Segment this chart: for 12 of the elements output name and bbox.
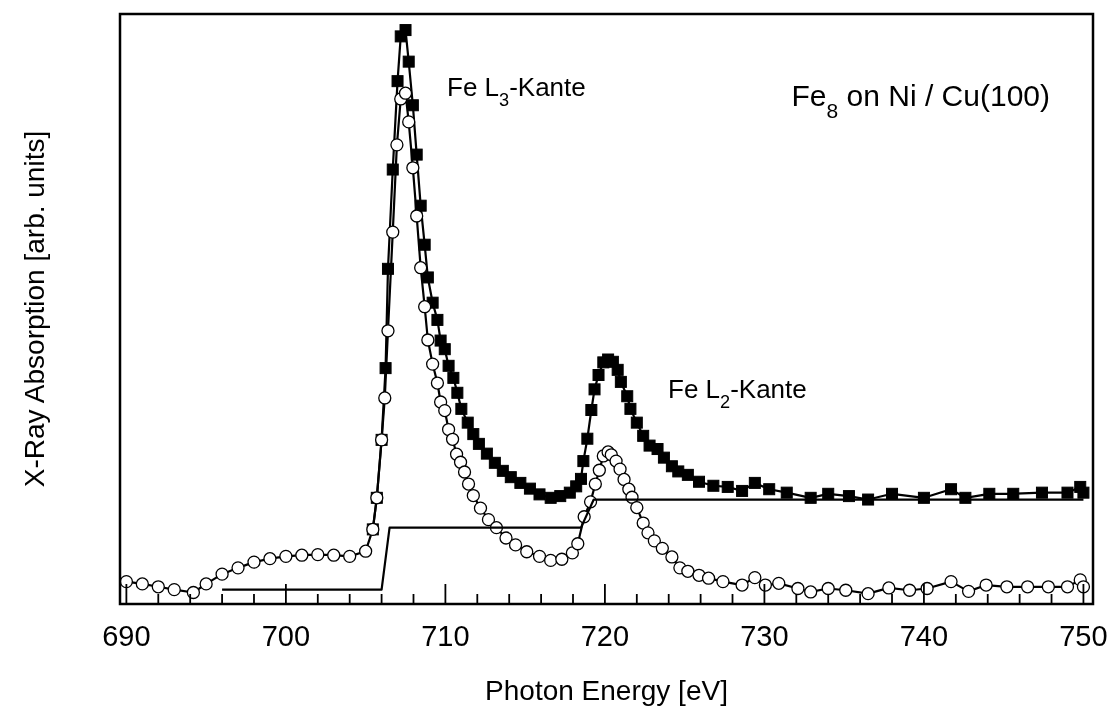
x-tick-label: 720 <box>580 620 630 652</box>
x-tick-label: 740 <box>899 620 949 652</box>
x-tick-label: 700 <box>261 620 311 652</box>
y-axis-title: X-Ray Absorption [arb. units] <box>19 130 50 488</box>
x-tick-label: 730 <box>740 620 789 652</box>
x-tick-label: 690 <box>102 620 151 652</box>
annotation: Fe$_{8}$ on Ni / Cu(100) <box>791 79 1050 122</box>
x-tick-label: 750 <box>1059 620 1107 652</box>
annotation: Fe L$_{2}$-Kante <box>668 374 807 412</box>
x-tick-label: 710 <box>421 620 470 652</box>
x-axis-title: Photon Energy [eV] <box>485 675 728 706</box>
annotation: Fe L$_{3}$-Kante <box>447 72 586 110</box>
